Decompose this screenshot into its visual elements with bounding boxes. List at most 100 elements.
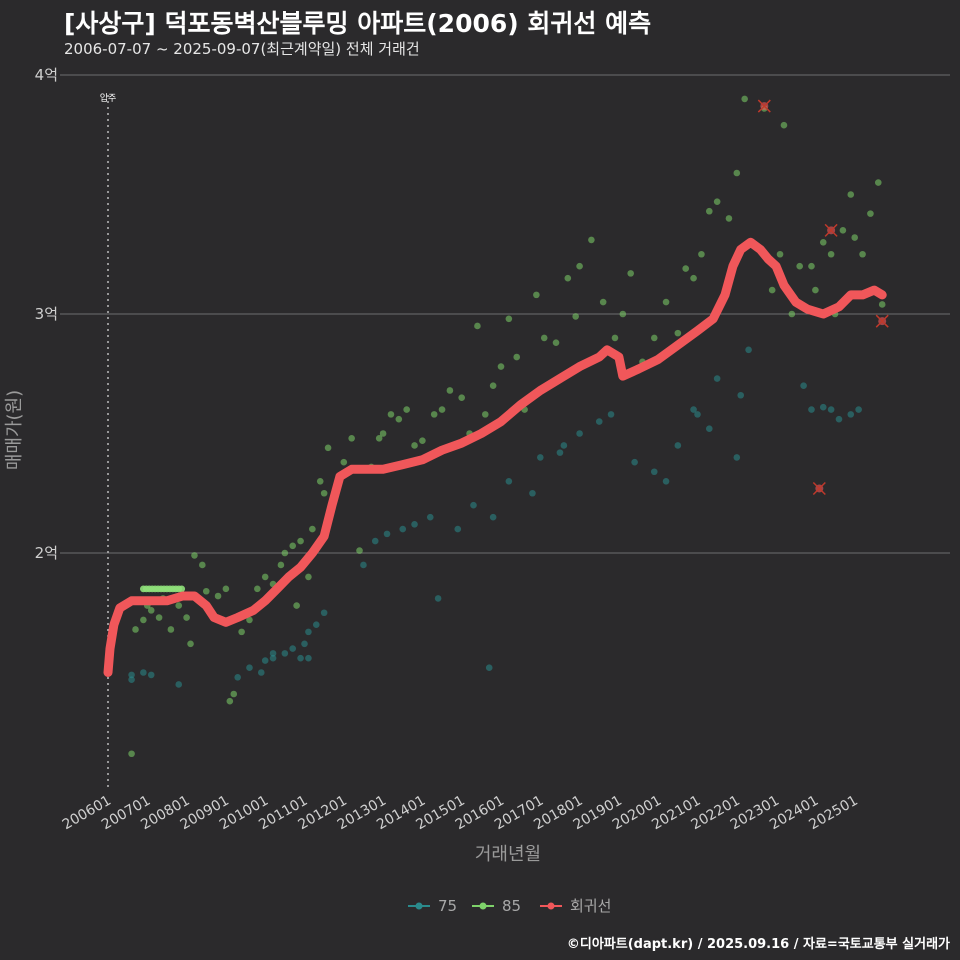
point-75: [470, 501, 477, 509]
point-85: [214, 592, 222, 600]
point-85: [411, 442, 418, 449]
point-85: [140, 616, 147, 624]
point-85: [187, 640, 194, 648]
point-85: [438, 406, 446, 413]
point-85: [183, 614, 190, 621]
point-85: [474, 322, 481, 330]
point-85: [874, 179, 882, 186]
y-axis-title: 매매가(원): [4, 390, 25, 470]
point-75: [737, 391, 745, 399]
point-75: [301, 640, 308, 648]
legend-label: 회귀선: [570, 897, 611, 915]
outlier-cross: [757, 99, 771, 113]
point-75: [128, 676, 135, 683]
point-75: [745, 346, 752, 354]
point-85: [340, 458, 348, 466]
point-85: [309, 525, 316, 533]
point-75: [631, 458, 638, 466]
y-tick-label: 4억: [35, 66, 58, 84]
point-85: [403, 406, 410, 413]
point-85: [226, 697, 234, 705]
point-75: [297, 654, 304, 662]
legend-swatch-dot: [547, 902, 555, 910]
point-85: [293, 602, 300, 609]
point-75: [847, 411, 855, 418]
point-75: [835, 415, 843, 423]
point-85: [851, 234, 858, 241]
point-75: [808, 406, 815, 413]
point-85: [167, 626, 175, 633]
point-85: [379, 430, 387, 437]
point-85: [230, 690, 238, 698]
point-85: [222, 585, 230, 593]
point-85: [674, 329, 682, 337]
y-tick-label: 3억: [35, 305, 58, 323]
point-75: [713, 375, 721, 382]
point-85: [497, 363, 505, 370]
point-85: [627, 270, 634, 277]
outlier-cross: [824, 223, 838, 237]
point-85: [867, 210, 874, 217]
point-85: [827, 250, 835, 258]
point-75: [426, 513, 434, 521]
point-85: [564, 274, 572, 282]
point-75: [411, 521, 418, 528]
point-75: [289, 645, 297, 652]
point-75: [560, 442, 568, 449]
legend-swatch-dot: [415, 902, 423, 910]
point-75: [383, 530, 391, 538]
point-85: [289, 542, 297, 550]
point-85: [446, 387, 454, 394]
point-75: [269, 654, 277, 662]
point-75: [662, 478, 670, 485]
point-75: [434, 595, 442, 602]
point-85: [178, 585, 186, 593]
point-85: [419, 437, 426, 444]
points-layer: [128, 95, 886, 758]
point-85: [316, 478, 324, 485]
point-75: [690, 406, 697, 413]
source-caption: ©디아파트(dapt.kr) / 2025.09.16 / 자료=국토교통부 실…: [566, 937, 950, 952]
point-75: [246, 664, 253, 672]
point-85: [513, 353, 521, 361]
grid-layer: [60, 74, 950, 554]
point-85: [619, 310, 627, 318]
point-85: [261, 573, 269, 581]
point-75: [827, 406, 835, 413]
point-85: [768, 286, 776, 294]
point-85: [238, 628, 245, 636]
point-75: [140, 669, 147, 676]
point-85: [387, 411, 395, 418]
point-75: [529, 489, 536, 497]
point-75: [650, 468, 658, 476]
point-85: [878, 301, 886, 308]
point-75: [305, 654, 312, 662]
point-75: [371, 537, 379, 545]
point-85: [199, 561, 206, 569]
point-85: [324, 444, 332, 452]
point-85: [540, 334, 548, 342]
point-85: [430, 411, 438, 418]
point-85: [128, 750, 135, 758]
point-75: [556, 449, 564, 456]
regression-line: [103, 237, 887, 677]
point-75: [312, 621, 320, 628]
point-85: [705, 207, 713, 215]
point-85: [305, 573, 312, 581]
point-85: [776, 250, 784, 258]
point-75: [147, 671, 155, 679]
point-75: [128, 671, 135, 679]
point-85: [489, 382, 497, 390]
point-75: [269, 650, 277, 657]
point-85: [552, 339, 560, 346]
point-75: [800, 382, 807, 390]
point-85: [780, 121, 788, 129]
point-85: [277, 561, 285, 569]
point-85: [320, 489, 328, 497]
point-75: [454, 525, 462, 533]
chart-subtitle: 2006-07-07 ~ 2025-09-07(최근계약일) 전체 거래건: [64, 40, 420, 58]
point-75: [281, 650, 289, 657]
point-85: [202, 587, 210, 595]
point-85: [741, 95, 748, 103]
